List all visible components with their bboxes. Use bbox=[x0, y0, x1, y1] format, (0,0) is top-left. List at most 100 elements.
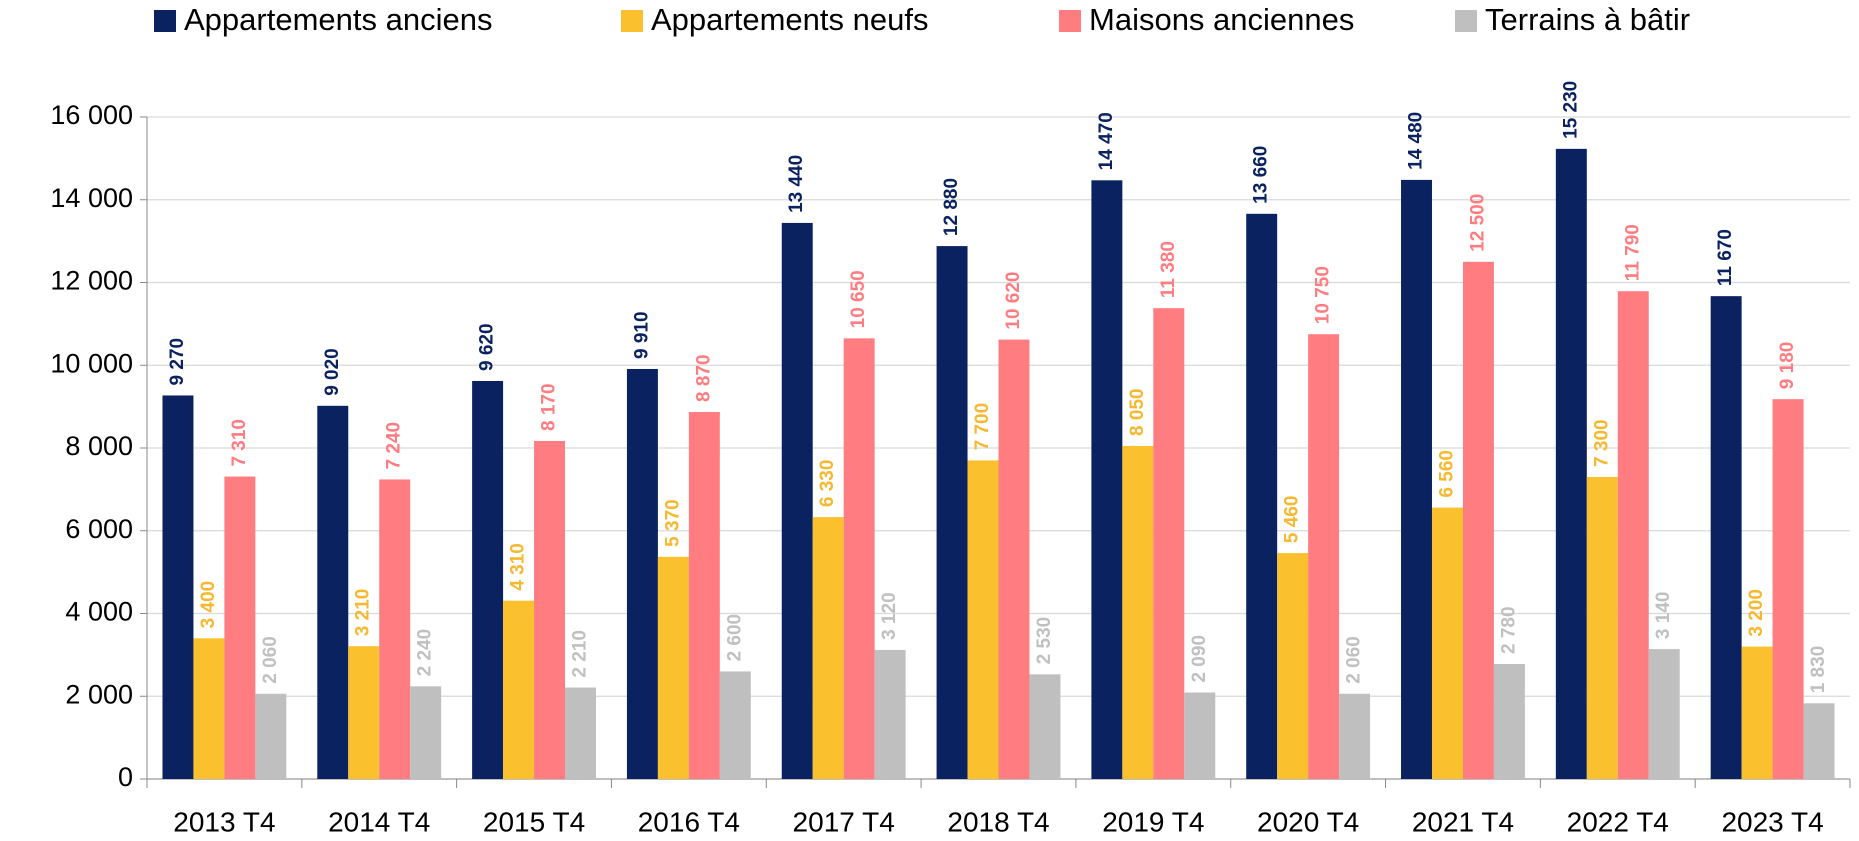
value-label: 8 050 bbox=[1127, 388, 1148, 436]
value-label: 7 240 bbox=[384, 422, 405, 470]
y-tick-label: 10 000 bbox=[50, 348, 133, 378]
y-tick-label: 16 000 bbox=[50, 100, 133, 130]
bar bbox=[998, 339, 1030, 779]
value-label: 10 750 bbox=[1313, 266, 1334, 324]
value-label: 6 560 bbox=[1436, 450, 1457, 498]
x-tick-label: 2021 T4 bbox=[1412, 806, 1514, 837]
bar bbox=[1493, 663, 1525, 779]
x-tick-label: 2014 T4 bbox=[328, 806, 430, 837]
value-label: 8 170 bbox=[539, 383, 560, 431]
bar bbox=[1772, 399, 1804, 779]
bar bbox=[1710, 296, 1742, 779]
bar bbox=[688, 412, 720, 779]
bar bbox=[1091, 180, 1123, 779]
y-tick-label: 6 000 bbox=[65, 514, 133, 544]
value-label: 5 370 bbox=[662, 499, 683, 547]
value-label: 9 620 bbox=[477, 323, 498, 371]
value-label: 11 790 bbox=[1622, 224, 1643, 281]
legend-swatch bbox=[1059, 10, 1081, 32]
value-label: 3 200 bbox=[1746, 589, 1767, 637]
bar bbox=[1184, 692, 1216, 779]
value-label: 8 870 bbox=[693, 354, 714, 402]
value-label: 12 500 bbox=[1467, 194, 1488, 252]
value-label: 9 020 bbox=[322, 348, 343, 396]
bar bbox=[1803, 703, 1835, 779]
bar bbox=[874, 649, 906, 779]
bar bbox=[1648, 649, 1680, 779]
value-label: 2 210 bbox=[570, 630, 591, 678]
bar bbox=[224, 476, 256, 779]
bar bbox=[162, 395, 194, 779]
value-label: 3 140 bbox=[1653, 592, 1674, 640]
x-tick-label: 2023 T4 bbox=[1721, 806, 1823, 837]
bar bbox=[1431, 507, 1463, 779]
bar bbox=[193, 638, 225, 779]
value-label: 3 210 bbox=[353, 589, 374, 637]
value-label: 2 060 bbox=[1344, 636, 1365, 684]
bar bbox=[1277, 553, 1309, 779]
legend-label: Maisons anciennes bbox=[1089, 2, 1354, 37]
bar bbox=[534, 440, 566, 779]
legend-label: Appartements anciens bbox=[184, 2, 492, 37]
bar bbox=[1029, 674, 1061, 779]
legend-swatch bbox=[154, 10, 176, 32]
y-tick-label: 2 000 bbox=[65, 679, 133, 709]
value-label: 2 530 bbox=[1034, 617, 1055, 665]
x-tick-label: 2022 T4 bbox=[1567, 806, 1669, 837]
bar bbox=[936, 246, 968, 780]
y-tick-label: 8 000 bbox=[65, 431, 133, 461]
value-label: 2 240 bbox=[415, 629, 436, 677]
bar bbox=[626, 368, 658, 779]
value-label: 9 270 bbox=[167, 338, 188, 386]
y-tick-label: 12 000 bbox=[50, 266, 133, 296]
value-label: 2 600 bbox=[724, 614, 745, 662]
y-tick-label: 14 000 bbox=[50, 183, 133, 213]
value-label: 9 910 bbox=[631, 311, 652, 359]
x-tick-label: 2016 T4 bbox=[638, 806, 740, 837]
bar bbox=[657, 556, 689, 779]
bar bbox=[812, 517, 844, 779]
value-label: 12 880 bbox=[941, 178, 962, 236]
bar bbox=[781, 222, 813, 780]
x-tick-label: 2018 T4 bbox=[947, 806, 1049, 837]
bar bbox=[1462, 261, 1494, 779]
legend-swatch bbox=[1455, 10, 1477, 32]
value-label: 6 330 bbox=[817, 460, 838, 508]
x-tick-label: 2017 T4 bbox=[793, 806, 895, 837]
value-label: 4 310 bbox=[508, 543, 529, 591]
value-label: 11 670 bbox=[1715, 229, 1736, 286]
bar bbox=[472, 380, 504, 779]
legend-label: Appartements neufs bbox=[651, 2, 928, 37]
y-tick-label: 0 bbox=[118, 762, 133, 792]
value-label: 5 460 bbox=[1282, 496, 1303, 544]
value-label: 14 480 bbox=[1406, 112, 1427, 170]
value-label: 9 180 bbox=[1777, 342, 1798, 390]
bar bbox=[565, 687, 596, 779]
value-label: 1 830 bbox=[1808, 646, 1829, 694]
x-tick-label: 2015 T4 bbox=[483, 806, 585, 837]
bar bbox=[1339, 693, 1371, 779]
bar bbox=[1617, 291, 1649, 779]
legend-label: Terrains à bâtir bbox=[1485, 2, 1690, 37]
x-tick-label: 2020 T4 bbox=[1257, 806, 1359, 837]
value-label: 15 230 bbox=[1560, 81, 1581, 139]
value-label: 3 400 bbox=[198, 581, 219, 629]
value-label: 3 120 bbox=[879, 592, 900, 640]
value-label: 14 470 bbox=[1096, 112, 1117, 170]
legend-swatch bbox=[621, 10, 643, 32]
value-label: 7 310 bbox=[229, 419, 250, 467]
value-label: 7 300 bbox=[1591, 419, 1612, 467]
value-label: 11 380 bbox=[1158, 241, 1179, 298]
bar bbox=[1246, 213, 1278, 779]
bar bbox=[379, 479, 411, 779]
bar bbox=[503, 600, 535, 779]
y-tick-label: 4 000 bbox=[65, 597, 133, 627]
value-label: 10 650 bbox=[848, 270, 869, 328]
bar bbox=[1401, 179, 1432, 779]
bar bbox=[348, 646, 380, 779]
value-label: 2 090 bbox=[1189, 635, 1210, 683]
bar bbox=[317, 405, 349, 779]
bar bbox=[1122, 445, 1154, 779]
bar bbox=[843, 338, 875, 779]
bar bbox=[1153, 308, 1185, 779]
